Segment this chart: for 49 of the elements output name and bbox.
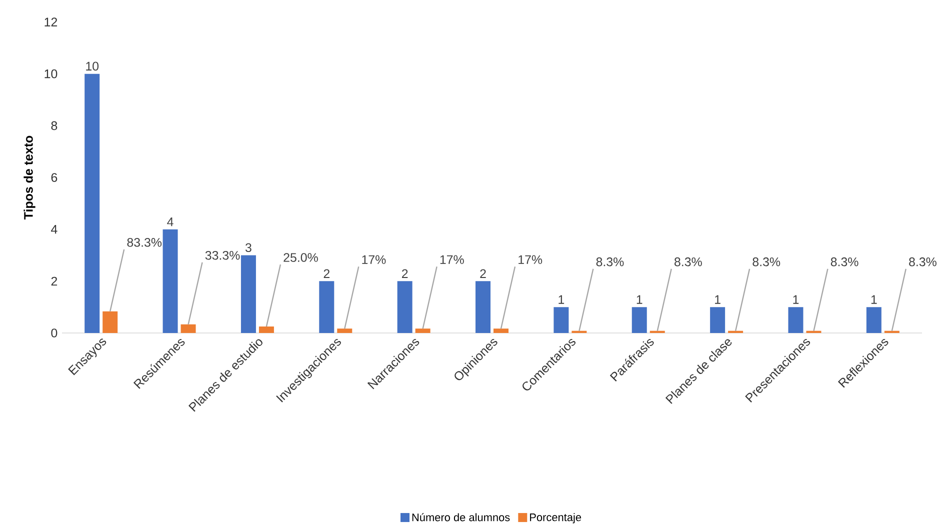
data-label: 8.3% (674, 257, 702, 266)
data-label: 8.3% (909, 257, 936, 266)
y-axis-title: Tipos de texto (24, 136, 36, 220)
data-label: 4 (167, 218, 174, 226)
bar (102, 311, 118, 333)
y-tick-label: 0 (51, 328, 58, 338)
y-tick-label: 10 (44, 69, 58, 78)
data-label: 8.3% (596, 257, 624, 266)
data-label: 25.0% (284, 253, 318, 262)
bar (397, 281, 412, 333)
data-label: 8.3% (752, 257, 780, 266)
data-label: 83.3% (127, 238, 162, 247)
data-label: 1 (558, 295, 564, 304)
y-tick-label: 6 (51, 173, 58, 182)
bar (632, 307, 647, 333)
bar (866, 307, 882, 333)
bar (788, 307, 804, 333)
bar (415, 328, 430, 333)
bar (180, 324, 196, 333)
data-label: 1 (793, 295, 799, 304)
data-label: 17% (518, 255, 542, 264)
data-label: 10 (86, 62, 99, 71)
data-label: 3 (245, 243, 252, 252)
y-tick-label: 4 (51, 225, 58, 234)
data-label: 17% (362, 255, 386, 264)
bar (84, 74, 100, 333)
legend-label: Número de alumnos (412, 513, 510, 522)
data-label: 17% (440, 255, 464, 264)
legend-label: Porcentaje (530, 513, 582, 524)
bar (494, 328, 509, 333)
y-tick-label: 12 (44, 18, 58, 26)
bar (710, 307, 726, 333)
bar (162, 229, 178, 333)
bar (337, 328, 352, 333)
bar (258, 326, 274, 333)
data-label: 1 (636, 295, 642, 304)
data-label: 2 (480, 269, 486, 278)
y-tick-label: 2 (51, 276, 58, 286)
data-label: 8.3% (830, 257, 858, 266)
data-label: 1 (871, 295, 877, 304)
data-label: 2 (324, 269, 330, 278)
y-tick-label: 8 (51, 121, 58, 130)
data-label: 33.3% (205, 250, 240, 260)
bar (240, 255, 256, 333)
data-label: 1 (715, 295, 720, 304)
bar (319, 281, 334, 333)
bar (476, 281, 491, 333)
data-label: 2 (402, 269, 408, 278)
bar (554, 307, 569, 333)
